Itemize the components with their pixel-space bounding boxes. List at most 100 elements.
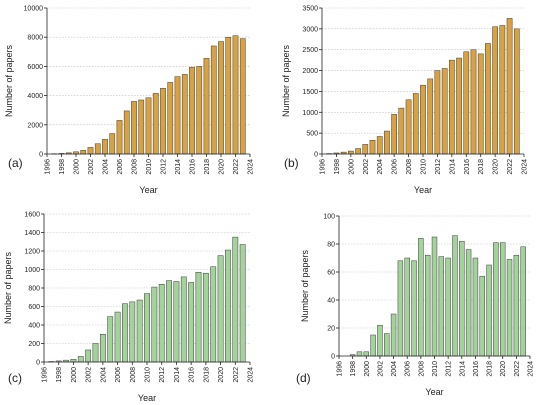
x-tick-label: 2002 xyxy=(377,361,384,377)
y-tick-label: 10000 xyxy=(24,6,44,13)
bar xyxy=(459,240,465,357)
y-tick-label: 2000 xyxy=(27,122,43,129)
y-tick-label: 200 xyxy=(28,341,40,348)
x-tick-label: 2016 xyxy=(473,361,480,377)
y-axis-title: Number of papers xyxy=(300,249,310,322)
x-tick-label: 2022 xyxy=(233,159,240,175)
bar xyxy=(174,76,181,155)
x-tick-label: 2010 xyxy=(421,159,428,175)
bar xyxy=(427,78,434,155)
x-tick-label: 1996 xyxy=(320,159,327,175)
bar xyxy=(376,136,383,155)
y-tick-label: 3500 xyxy=(302,6,318,13)
x-axis-title: Year xyxy=(414,185,432,195)
x-tick-label: 2018 xyxy=(203,367,210,383)
y-tick-label: 8000 xyxy=(27,35,43,42)
bar xyxy=(463,51,470,155)
bar xyxy=(180,276,187,363)
y-tick-label: 0 xyxy=(331,354,335,361)
bar xyxy=(144,293,150,363)
x-tick-label: 2016 xyxy=(464,159,471,175)
bar xyxy=(418,238,424,357)
bar xyxy=(384,333,390,357)
bar xyxy=(424,254,431,357)
x-tick-label: 2000 xyxy=(74,159,81,175)
x-tick-label: 2002 xyxy=(363,159,370,175)
bar xyxy=(218,41,224,155)
x-tick-label: 2012 xyxy=(435,159,442,175)
x-tick-label: 2008 xyxy=(406,159,413,175)
bar xyxy=(370,334,376,357)
y-tick-label: 0 xyxy=(36,360,40,367)
bar xyxy=(77,356,84,363)
bar xyxy=(160,88,166,155)
x-tick-label: 1996 xyxy=(337,361,344,377)
bar xyxy=(181,74,188,155)
y-tick-label: 2000 xyxy=(302,68,318,75)
y-tick-label: 60 xyxy=(327,270,335,277)
y-axis-title: Number of papers xyxy=(3,251,13,324)
bar xyxy=(500,242,506,357)
y-tick-label: 2500 xyxy=(302,47,318,54)
x-tick-label: 2006 xyxy=(115,367,122,383)
bar xyxy=(129,301,136,363)
x-tick-label: 2006 xyxy=(392,159,399,175)
x-tick-label: 2004 xyxy=(100,367,107,383)
x-tick-label: 1996 xyxy=(42,367,49,383)
bar xyxy=(420,84,426,155)
x-tick-label: 2012 xyxy=(159,367,166,383)
bar xyxy=(210,266,217,363)
y-tick-label: 1000 xyxy=(24,267,40,274)
x-tick-label: 2016 xyxy=(189,367,196,383)
chart-panel-4: 0 20 40 60 80 100 1996 1998 2000 2002 2004 2006 2008… xyxy=(296,214,535,398)
bar xyxy=(355,148,361,155)
chart-panel-1: 0 2000 4000 6000 8000 10000 1996 1998 2000 2002 20… xyxy=(4,6,255,196)
y-tick-label: 4000 xyxy=(27,93,43,100)
y-tick-label: 0 xyxy=(39,152,43,159)
bar xyxy=(479,275,485,357)
bar xyxy=(99,334,106,363)
x-tick-label: 2014 xyxy=(459,361,466,377)
bar xyxy=(116,120,123,155)
chart-panel-2: 0 500 1000 1500 2000 2500 3000 3500 1996 1998 2000… xyxy=(281,6,529,196)
y-axis-title: Number of papers xyxy=(281,44,291,117)
x-tick-label: 2024 xyxy=(522,159,529,175)
chart-panel-3: 0 200 400 600 800 1000 1200 1400 1600 1996 1998 200… xyxy=(3,212,255,404)
bar xyxy=(506,259,513,357)
bar xyxy=(123,110,130,155)
y-tick-label: 3000 xyxy=(302,26,318,33)
x-tick-label: 1998 xyxy=(56,367,63,383)
bar xyxy=(87,147,94,155)
x-tick-label: 2000 xyxy=(364,361,371,377)
x-tick-label: 2024 xyxy=(248,159,255,175)
x-tick-label: 2022 xyxy=(233,367,240,383)
x-tick-label: 2024 xyxy=(528,361,535,377)
bar xyxy=(225,36,232,155)
bar xyxy=(506,18,513,155)
bar xyxy=(138,99,145,155)
x-tick-label: 2004 xyxy=(103,159,110,175)
bar xyxy=(397,260,404,357)
x-axis-title: Year xyxy=(425,387,443,397)
bar xyxy=(158,284,165,363)
bar xyxy=(203,58,210,155)
bar xyxy=(188,282,195,363)
x-tick-label: 2008 xyxy=(418,361,425,377)
x-tick-label: 2004 xyxy=(391,361,398,377)
bar xyxy=(456,57,462,155)
y-tick-label: 6000 xyxy=(27,64,43,71)
x-tick-label: 2016 xyxy=(190,159,197,175)
y-tick-label: 20 xyxy=(327,326,335,333)
bar xyxy=(225,249,231,363)
x-axis-title: Year xyxy=(139,185,157,195)
bar xyxy=(362,144,369,155)
bar xyxy=(202,272,209,363)
bar xyxy=(412,93,419,155)
bar xyxy=(94,143,101,155)
bar xyxy=(145,97,152,155)
bar xyxy=(92,343,99,363)
y-axis-title: Number of papers xyxy=(4,44,14,117)
bar xyxy=(390,313,397,357)
bar xyxy=(232,236,239,363)
